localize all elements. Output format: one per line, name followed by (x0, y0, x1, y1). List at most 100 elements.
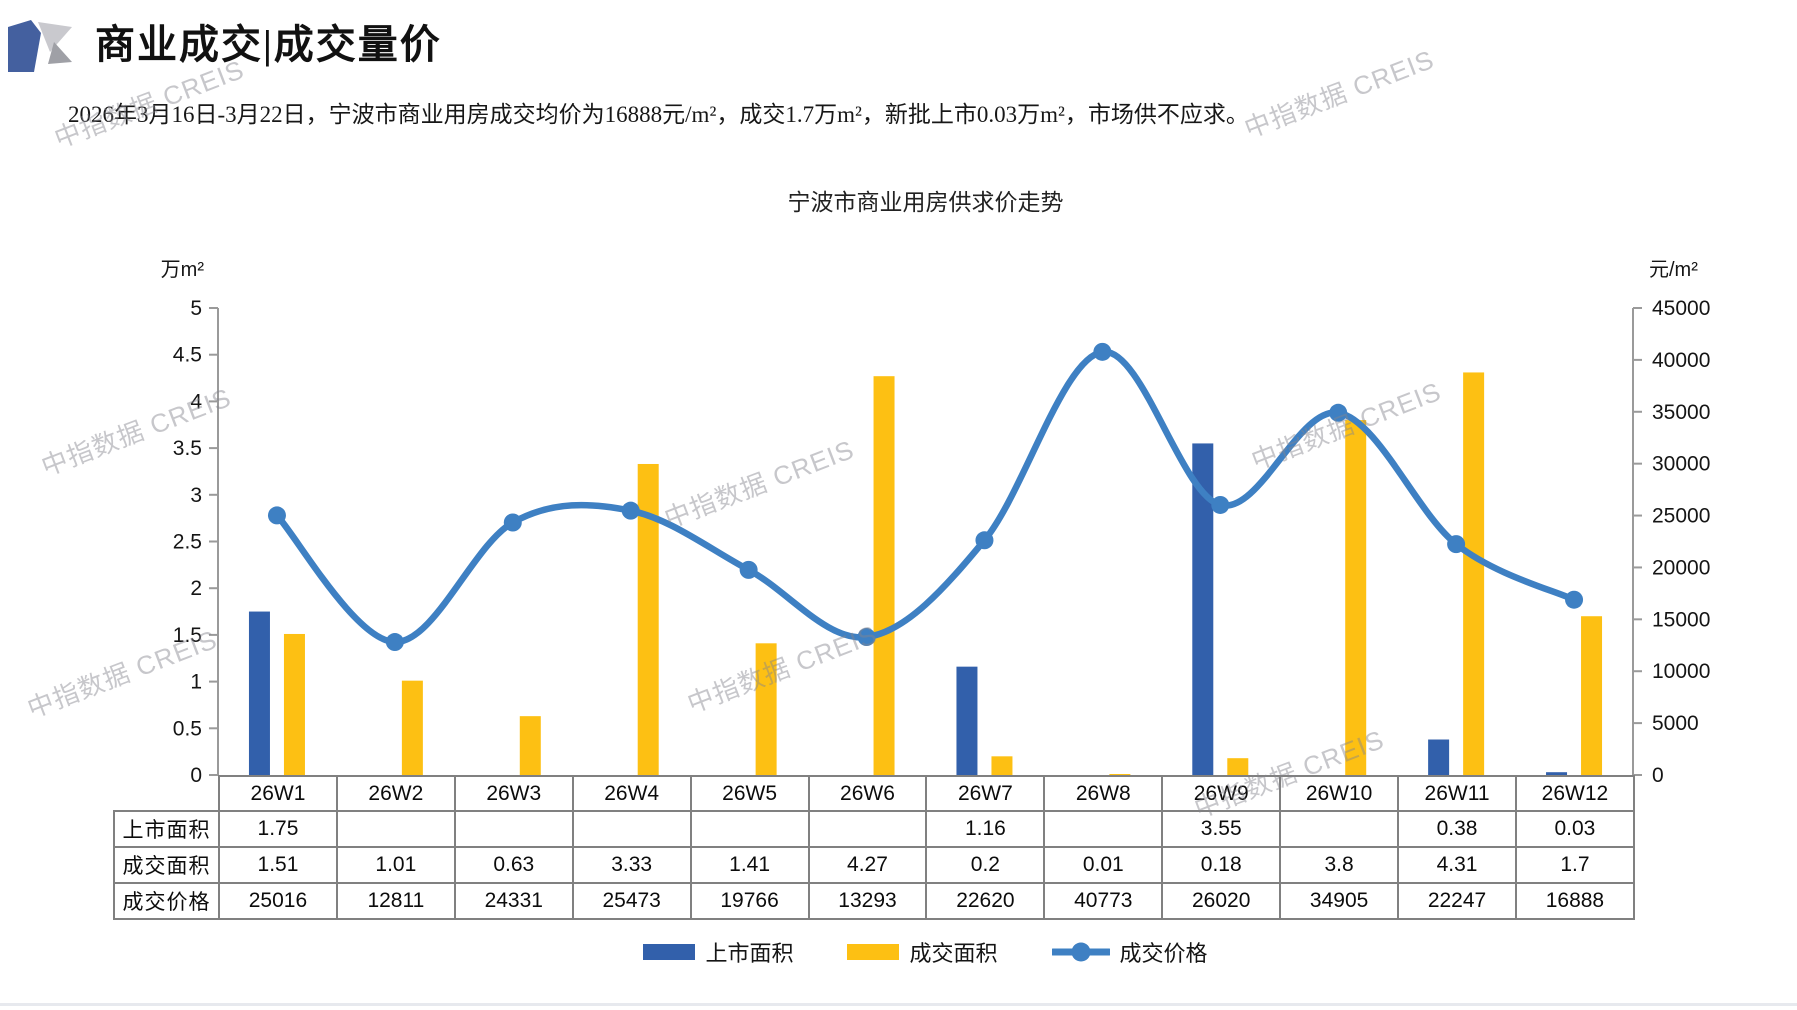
summary-text: 2026年3月16日-3月22日，宁波市商业用房成交均价为16888元/m²，成… (68, 102, 1249, 127)
left-axis-tick-label: 1 (190, 671, 202, 694)
watermark-text: 中指数据 CREIS (660, 433, 859, 534)
left-axis-unit: 万m² (161, 259, 205, 281)
table-cell (1043, 810, 1164, 848)
chart-title: 宁波市商业用房供求价走势 (787, 190, 1064, 215)
left-axis-tick-label: 3.5 (173, 437, 202, 460)
left-axis-tick-label: 2.5 (173, 531, 202, 554)
table-cell: 25473 (571, 882, 692, 920)
table-corner-ghost (114, 776, 219, 811)
bar-成交面积-26W4 (637, 463, 659, 775)
table-cell (335, 810, 456, 848)
table-cell: 3.33 (571, 846, 692, 884)
price-point-26W10 (1329, 403, 1348, 422)
table-cell: 0.2 (925, 846, 1046, 884)
legend-item-上市面积: 上市面积 (643, 936, 793, 968)
price-point-26W8 (1093, 342, 1112, 361)
right-axis-tick-label: 0 (1652, 764, 1664, 787)
table-cell: 0.01 (1043, 846, 1164, 884)
table-cell: 22247 (1397, 882, 1517, 920)
table-col-header: 26W12 (1514, 775, 1635, 812)
table-cell (1279, 810, 1400, 848)
table-cell: 22620 (925, 882, 1046, 920)
table-row-label: 成交价格 (113, 882, 220, 920)
table-cell: 3.8 (1279, 846, 1400, 884)
table-cell: 26020 (1161, 882, 1282, 920)
right-axis-unit: 元/m² (1649, 259, 1698, 281)
table-header-row: 26W1 26W2 26W3 26W4 26W5 26W6 26W7 26W8 26W9 26W1… (114, 775, 1635, 812)
bar-成交面积-26W1 (283, 633, 305, 775)
right-axis-tick-label: 15000 (1652, 608, 1710, 631)
left-axis-tick-label: 3 (190, 484, 202, 507)
bar-上市面积-26W7 (956, 666, 978, 775)
table-cell: 1.7 (1514, 846, 1635, 884)
table-col-header: 26W4 (571, 775, 692, 812)
table-cell (807, 810, 928, 848)
left-axis-tick-label: 0.5 (173, 717, 202, 740)
table-col-header: 26W9 (1161, 775, 1282, 812)
table-row: 成交面积 1.51 1.01 0.63 3.33 1.41 4.27 0.2 0.01 0.18 3… (113, 846, 1635, 884)
table-col-header: 26W1 (218, 775, 338, 812)
chart-legend: 上市面积 成交面积 成交价格 (218, 936, 1633, 968)
bar-成交面积-26W7 (991, 756, 1013, 775)
table-cell: 12811 (335, 882, 456, 920)
price-line (273, 348, 1578, 646)
table-cell: 25016 (218, 882, 338, 920)
table-col-header: 26W5 (689, 775, 810, 812)
watermark-text: 中指数据 CREIS (683, 618, 882, 719)
bar-成交面积-26W6 (873, 376, 895, 775)
legend-swatch-icon (847, 944, 900, 960)
right-axis-tick-label: 20000 (1652, 556, 1710, 579)
table-cell: 1.75 (218, 810, 338, 848)
table-cell: 13293 (807, 882, 928, 920)
table-cell: 1.51 (218, 846, 338, 884)
bar-成交面积-26W2 (401, 680, 423, 775)
right-axis-tick-label: 35000 (1652, 401, 1710, 424)
bar-成交面积-26W12 (1581, 616, 1603, 775)
price-point-26W3 (503, 513, 522, 532)
page-title: 商业成交|成交量价 (95, 22, 442, 67)
legend-label: 成交面积 (909, 941, 998, 966)
table-cell (571, 810, 692, 848)
table-row-label: 上市面积 (113, 810, 220, 848)
price-point-26W5 (739, 560, 758, 579)
legend-item-成交面积: 成交面积 (847, 936, 998, 968)
table-cell: 40773 (1043, 882, 1164, 920)
table-cell: 16888 (1514, 882, 1635, 920)
bottom-divider (0, 1003, 1797, 1006)
table-col-header: 26W3 (453, 775, 574, 812)
table-cell: 4.27 (807, 846, 928, 884)
watermark-text: 中指数据 CREIS (23, 623, 222, 724)
table-cell: 19766 (689, 882, 810, 920)
price-point-26W9 (1211, 495, 1230, 514)
table-cell: 1.16 (925, 810, 1046, 848)
table-cell: 0.38 (1397, 810, 1517, 848)
bar-上市面积-26W11 (1428, 739, 1450, 775)
price-point-26W12 (1565, 590, 1584, 609)
table-cell: 0.63 (453, 846, 574, 884)
bar-成交面积-26W11 (1463, 372, 1485, 775)
table-cell: 1.41 (689, 846, 810, 884)
table-col-header: 26W8 (1043, 775, 1164, 812)
right-axis-tick-label: 25000 (1652, 505, 1710, 528)
table-col-header: 26W7 (925, 775, 1046, 812)
bar-上市面积-26W9 (1192, 443, 1214, 775)
left-axis-tick-label: 4.5 (173, 344, 202, 367)
table-cell (689, 810, 810, 848)
table-row: 上市面积 1.75 1.16 3.55 0.38 0.03 (113, 810, 1635, 848)
table-row-label: 成交面积 (113, 846, 220, 884)
table-cell: 0.18 (1161, 846, 1282, 884)
table-cell (453, 810, 574, 848)
table-col-header: 26W10 (1279, 775, 1400, 812)
table-cell: 1.01 (335, 846, 456, 884)
left-axis-tick-label: 5 (190, 297, 202, 320)
left-axis-tick-label: 1.5 (173, 624, 202, 647)
price-point-26W1 (267, 506, 286, 525)
watermark-text: 中指数据 CREIS (37, 381, 236, 482)
legend-swatch-icon (643, 944, 696, 960)
legend-label: 成交价格 (1119, 941, 1208, 966)
chart-data-table: 26W1 26W2 26W3 26W4 26W5 26W6 26W7 26W8 26W9 26W1… (113, 775, 1635, 920)
legend-line-marker-icon (1051, 942, 1110, 962)
table-col-header: 26W11 (1397, 775, 1517, 812)
creis-logo-icon (8, 20, 72, 72)
